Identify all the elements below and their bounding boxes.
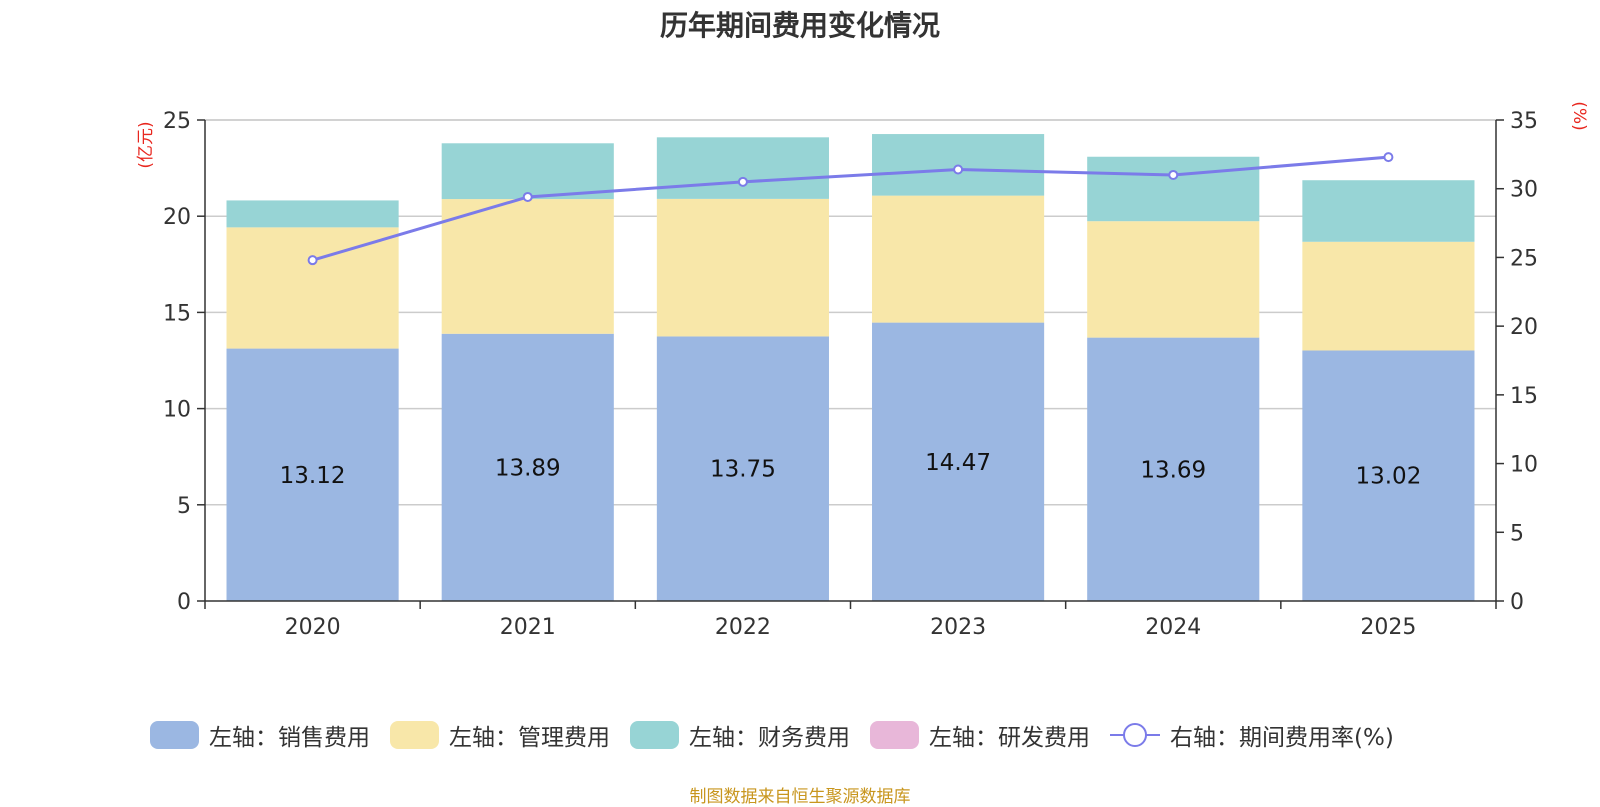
rate-point[interactable]	[1168, 169, 1179, 180]
right-axis-tick-label: 35	[1510, 109, 1538, 134]
rate-point[interactable]	[1383, 152, 1394, 163]
right-axis-tick-label: 15	[1510, 384, 1538, 409]
left-axis-tick-label: 20	[163, 205, 191, 230]
legend-label: 左轴：销售费用	[209, 725, 370, 751]
legend-label: 左轴：管理费用	[449, 725, 610, 751]
rate-line	[312, 155, 1389, 262]
legend-item[interactable]: 左轴：研发费用	[870, 718, 1090, 752]
x-axis-tick-label: 2024	[1145, 615, 1201, 640]
rate-point[interactable]	[307, 255, 318, 266]
legend-swatch	[150, 721, 199, 749]
legend-item[interactable]: 左轴：管理费用	[390, 718, 610, 752]
rate-point[interactable]	[953, 164, 964, 175]
left-axis-tick-label: 0	[177, 590, 191, 615]
bar-segment[interactable]	[441, 199, 614, 334]
x-axis-tick-label: 2025	[1360, 615, 1416, 640]
legend-label: 右轴：期间费用率(%)	[1170, 725, 1394, 751]
legend-item[interactable]: 左轴：销售费用	[150, 718, 370, 752]
x-axis-tick-label: 2020	[285, 615, 341, 640]
right-axis-tick-label: 25	[1510, 246, 1538, 271]
bar-value-label: 13.02	[1355, 464, 1421, 490]
bar-segment[interactable]	[1302, 350, 1475, 601]
legend-line-marker	[1110, 721, 1160, 749]
right-axis-tick-label: 30	[1510, 178, 1538, 203]
x-axis-tick-label: 2023	[930, 615, 986, 640]
x-axis-tick-label: 2022	[715, 615, 771, 640]
bar-value-label: 13.75	[710, 457, 776, 483]
legend-item[interactable]: 左轴：财务费用	[630, 718, 850, 752]
bar-segment[interactable]	[226, 200, 399, 228]
legend-swatch	[390, 721, 439, 749]
right-axis-unit-label: (%)	[1569, 101, 1589, 130]
bar-segment[interactable]	[656, 198, 829, 337]
legend-label: 左轴：财务费用	[689, 725, 850, 751]
left-axis-tick-label: 15	[163, 301, 191, 326]
x-axis-tick-label: 2021	[500, 615, 556, 640]
rate-point[interactable]	[522, 191, 533, 202]
left-axis-tick-label: 25	[163, 109, 191, 134]
right-axis-tick-label: 20	[1510, 315, 1538, 340]
legend-swatch	[870, 721, 919, 749]
bar-segment[interactable]	[1302, 180, 1475, 242]
bar-value-label: 14.47	[925, 450, 991, 476]
bar-segment[interactable]	[226, 227, 399, 349]
right-axis-tick-label: 0	[1510, 590, 1524, 615]
bar-segment[interactable]	[1302, 241, 1475, 351]
legend-label: 左轴：研发费用	[929, 725, 1090, 751]
legend-swatch	[630, 721, 679, 749]
bar-value-label: 13.12	[280, 463, 346, 489]
right-axis-tick-label: 5	[1510, 521, 1524, 546]
legend: 左轴：销售费用 左轴：管理费用 左轴：财务费用 左轴：研发费用 右轴：期间费用率(%)	[150, 718, 1414, 752]
rate-point[interactable]	[737, 176, 748, 187]
bar-value-label: 13.69	[1140, 457, 1206, 483]
bar-segment[interactable]	[872, 195, 1045, 323]
bar-segment[interactable]	[1087, 156, 1260, 222]
chart-title: 历年期间费用变化情况	[659, 9, 940, 42]
bar-segment[interactable]	[656, 336, 829, 601]
bar-segment[interactable]	[441, 333, 614, 601]
left-axis-tick-label: 10	[163, 398, 191, 423]
bar-segment[interactable]	[441, 143, 614, 200]
bar-segment[interactable]	[656, 137, 829, 199]
legend-item[interactable]: 右轴：期间费用率(%)	[1110, 718, 1394, 752]
right-axis-tick-label: 10	[1510, 453, 1538, 478]
bar-segment[interactable]	[226, 348, 399, 601]
bar-value-label: 13.89	[495, 455, 561, 481]
bar-segment[interactable]	[1087, 337, 1260, 601]
bar-segment[interactable]	[872, 322, 1045, 601]
source-note: 制图数据来自恒生聚源数据库	[689, 787, 911, 807]
bar-segment[interactable]	[1087, 221, 1260, 338]
left-axis-unit-label: (亿元)	[136, 121, 156, 168]
left-axis-tick-label: 5	[177, 494, 191, 519]
